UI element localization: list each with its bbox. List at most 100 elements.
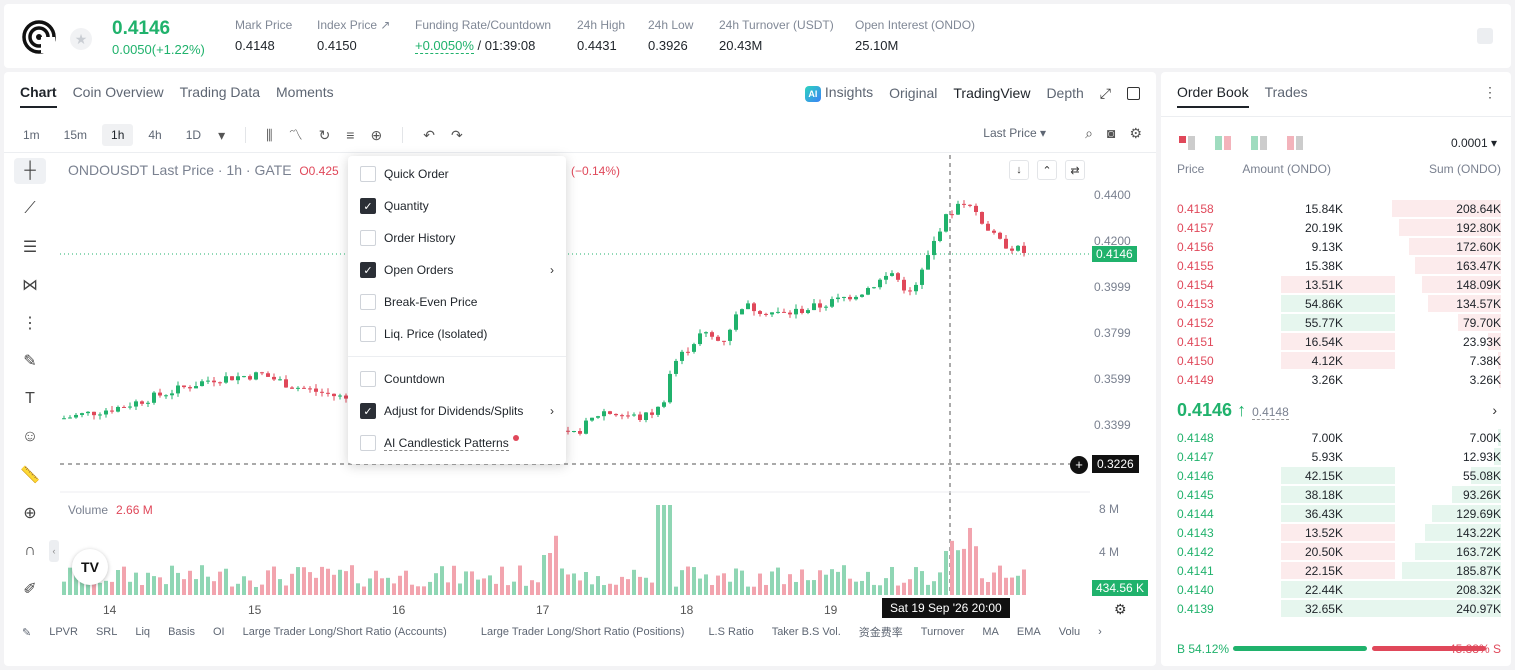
tick-size-select[interactable]: 0.0001 ▾ xyxy=(1450,136,1497,150)
pencil-icon[interactable]: ✎ xyxy=(22,626,32,639)
bid-row[interactable]: 0.4147 5.93K 12.93K xyxy=(1161,448,1511,467)
indicator-volume[interactable]: Volu xyxy=(1058,626,1081,638)
ask-row[interactable]: 0.4152 55.77K 79.70K xyxy=(1161,314,1511,333)
chevron-right-icon[interactable]: › xyxy=(1098,626,1102,638)
tab-trading-data[interactable]: Trading Data xyxy=(179,84,261,100)
tab-chart[interactable]: Chart xyxy=(20,84,57,108)
bid-row[interactable]: 0.4144 36.43K 129.69K xyxy=(1161,505,1511,524)
tradingview-logo[interactable]: TV xyxy=(72,549,108,585)
timeframe-1h[interactable]: 1h xyxy=(102,124,134,146)
chevron-right-icon[interactable]: › xyxy=(1492,402,1497,418)
checkbox[interactable] xyxy=(360,230,376,246)
timeframe-15m[interactable]: 15m xyxy=(63,128,88,142)
camera-icon[interactable]: ◙ xyxy=(1106,125,1116,141)
timeframe-4h[interactable]: 4h xyxy=(148,128,162,142)
tab-depth[interactable]: Depth xyxy=(1046,85,1084,101)
indicator-ema[interactable]: EMA xyxy=(1016,626,1041,638)
checkbox[interactable] xyxy=(360,326,376,342)
price-type-select[interactable]: Last Price ▾ xyxy=(983,126,1046,140)
ask-row[interactable]: 0.4149 3.26K 3.26K xyxy=(1161,371,1511,390)
indicator-ls-positions[interactable]: Large Trader Long/Short Ratio (Positions… xyxy=(480,626,685,638)
checkbox-checked[interactable]: ✓ xyxy=(360,262,376,278)
ask-row[interactable]: 0.4155 15.38K 163.47K xyxy=(1161,257,1511,276)
tab-original[interactable]: Original xyxy=(889,85,938,101)
bid-row[interactable]: 0.4141 22.15K 185.87K xyxy=(1161,562,1511,581)
indicator-ls-ratio[interactable]: L.S Ratio xyxy=(708,626,754,638)
timeframe-1m[interactable]: 1m xyxy=(23,128,40,142)
ask-row[interactable]: 0.4157 20.19K 192.80K xyxy=(1161,219,1511,238)
expand-icon[interactable]: ⤢ xyxy=(1099,84,1111,101)
checkbox-checked[interactable]: ✓ xyxy=(360,198,376,214)
notes-icon[interactable] xyxy=(1477,28,1493,44)
checkbox[interactable] xyxy=(360,435,376,451)
collapse-icon[interactable]: ⌃ xyxy=(1037,160,1057,180)
bid-row[interactable]: 0.4148 7.00K 7.00K xyxy=(1161,429,1511,448)
magnet-icon[interactable]: ∩ xyxy=(24,542,36,559)
timeframe-1d[interactable]: 1D xyxy=(185,128,202,142)
tab-trades[interactable]: Trades xyxy=(1264,84,1308,100)
bid-row[interactable]: 0.4140 22.44K 208.32K xyxy=(1161,581,1511,600)
checkbox-checked[interactable]: ✓ xyxy=(360,403,376,419)
gear-icon[interactable]: ⚙ xyxy=(1129,125,1142,141)
ask-row[interactable]: 0.4154 13.51K 148.09K xyxy=(1161,276,1511,295)
bid-row[interactable]: 0.4139 32.65K 240.97K xyxy=(1161,600,1511,619)
tab-moments[interactable]: Moments xyxy=(276,84,334,100)
crosshair-icon[interactable]: ┼ xyxy=(14,158,46,184)
checkbox[interactable] xyxy=(360,166,376,182)
arrow-down-icon[interactable]: ↓ xyxy=(1009,160,1029,180)
bid-row[interactable]: 0.4145 38.18K 93.26K xyxy=(1161,486,1511,505)
indicator-ma[interactable]: MA xyxy=(982,626,999,638)
text-icon[interactable]: T xyxy=(25,390,35,407)
add-alert-icon[interactable]: + xyxy=(1070,456,1088,474)
menu-item-countdown[interactable]: Countdown xyxy=(360,369,445,389)
ask-row[interactable]: 0.4158 15.84K 208.64K xyxy=(1161,200,1511,219)
view-both-icon[interactable] xyxy=(1179,136,1195,150)
fib-icon[interactable]: ⋮ xyxy=(22,315,38,332)
horizontal-lines-icon[interactable]: ☰ xyxy=(22,239,38,256)
indicator-srl[interactable]: SRL xyxy=(95,626,118,638)
ruler-icon[interactable]: 📏 xyxy=(20,467,40,484)
trendline-icon[interactable]: ⟋ xyxy=(24,200,36,217)
tab-coin-overview[interactable]: Coin Overview xyxy=(72,84,164,100)
view-mixed-icon[interactable] xyxy=(1215,136,1231,150)
menu-item-break-even[interactable]: Break-Even Price xyxy=(360,292,477,312)
emoji-icon[interactable]: ☺ xyxy=(21,428,39,445)
timeframe-dropdown-icon[interactable]: ▾ xyxy=(218,126,226,143)
view-asks-icon[interactable] xyxy=(1287,136,1303,150)
exchange-logo[interactable] xyxy=(22,20,56,54)
view-bids-icon[interactable] xyxy=(1251,136,1267,150)
indicators-icon[interactable]: 〽 xyxy=(288,127,303,143)
axis-settings-icon[interactable]: ⚙ xyxy=(1114,601,1127,617)
tab-tradingview[interactable]: TradingView xyxy=(953,85,1031,101)
ask-row[interactable]: 0.4150 4.12K 7.38K xyxy=(1161,352,1511,371)
toggle-icon[interactable]: ⇄ xyxy=(1065,160,1085,180)
menu-item-ai-candlestick[interactable]: AI Candlestick Patterns xyxy=(360,433,519,453)
indicator-funding-rate[interactable]: 资金费率 xyxy=(858,627,903,639)
bid-row[interactable]: 0.4146 42.15K 55.08K xyxy=(1161,467,1511,486)
indicator-liq[interactable]: Liq xyxy=(135,626,151,638)
indicator-lpvr[interactable]: LPVR xyxy=(49,626,78,638)
more-menu-icon[interactable]: ⋮ xyxy=(1483,84,1497,100)
menu-item-adjust-dividends[interactable]: ✓ Adjust for Dividends/Splits › xyxy=(360,401,556,421)
indicator-oi[interactable]: OI xyxy=(212,626,225,638)
zoom-in-icon[interactable]: ⊕ xyxy=(23,505,37,522)
menu-item-open-orders[interactable]: ✓ Open Orders › xyxy=(360,260,556,280)
checkbox[interactable] xyxy=(360,371,376,387)
bid-row[interactable]: 0.4143 13.52K 143.22K xyxy=(1161,524,1511,543)
candle-type-icon[interactable]: ⫼ xyxy=(266,126,273,143)
indicator-basis[interactable]: Basis xyxy=(168,626,195,638)
tab-insights[interactable]: AI Insights xyxy=(804,84,873,102)
ask-row[interactable]: 0.4153 54.86K 134.57K xyxy=(1161,295,1511,314)
candlestick-chart[interactable] xyxy=(60,155,1090,595)
checkbox[interactable] xyxy=(360,294,376,310)
ask-row[interactable]: 0.4151 16.54K 23.93K xyxy=(1161,333,1511,352)
undo-icon[interactable]: ↶ xyxy=(423,126,435,143)
menu-item-liq-price[interactable]: Liq. Price (Isolated) xyxy=(360,324,487,344)
stat-index-price[interactable]: Index Price ↗ 0.4150 xyxy=(317,18,391,53)
fullscreen-icon[interactable] xyxy=(1127,86,1140,100)
tab-order-book[interactable]: Order Book xyxy=(1177,84,1249,108)
brush-icon[interactable]: ✎ xyxy=(23,353,37,370)
collapse-sidebar-icon[interactable]: ‹ xyxy=(49,540,59,562)
bid-row[interactable]: 0.4142 20.50K 163.72K xyxy=(1161,543,1511,562)
indicator-turnover[interactable]: Turnover xyxy=(920,626,965,638)
